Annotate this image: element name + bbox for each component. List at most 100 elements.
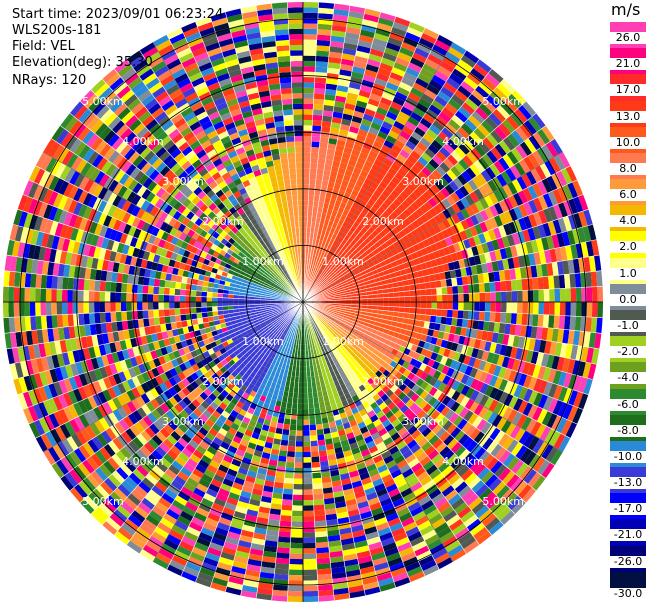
velocity-gate (366, 291, 373, 296)
velocity-gate (317, 292, 323, 296)
velocity-gate (451, 317, 458, 327)
velocity-gate (591, 302, 598, 318)
velocity-gate (327, 181, 335, 189)
velocity-gate (459, 185, 470, 197)
velocity-gate (416, 42, 432, 54)
velocity-gate (521, 278, 528, 291)
velocity-gate (348, 126, 360, 134)
velocity-gate (457, 59, 474, 73)
velocity-gate (319, 190, 327, 198)
velocity-gate (311, 265, 315, 272)
velocity-gate (303, 98, 314, 105)
velocity-gate (316, 274, 321, 280)
velocity-gate (532, 225, 542, 240)
velocity-gate (473, 188, 484, 201)
velocity-gate (455, 221, 465, 233)
velocity-gate (554, 302, 561, 316)
velocity-gate (384, 184, 395, 194)
velocity-gate (137, 318, 145, 328)
velocity-gate (508, 194, 519, 209)
velocity-gate (474, 212, 485, 224)
velocity-gate (309, 419, 316, 426)
velocity-gate (278, 531, 291, 538)
velocity-gate (490, 291, 496, 302)
velocity-gate (287, 440, 296, 447)
velocity-gate (147, 309, 154, 319)
velocity-gate (67, 314, 74, 327)
velocity-gate (303, 505, 314, 511)
velocity-gate (280, 509, 293, 516)
velocity-gate (303, 435, 311, 442)
velocity-gate (330, 35, 345, 43)
velocity-gate (350, 232, 357, 240)
velocity-gate (479, 302, 486, 312)
velocity-gate (511, 290, 518, 302)
velocity-gate (429, 49, 445, 61)
velocity-gate (345, 186, 354, 195)
velocity-gate (303, 371, 307, 378)
velocity-gate (315, 273, 320, 279)
velocity-gate (331, 258, 337, 265)
velocity-gate (328, 51, 343, 59)
velocity-gate (303, 457, 312, 463)
velocity-gate (349, 5, 366, 14)
velocity-gate (330, 193, 338, 201)
velocity-gate (460, 219, 470, 231)
velocity-gate (357, 174, 367, 183)
velocity-gate (291, 510, 303, 517)
velocity-gate (303, 537, 316, 544)
velocity-gate (527, 227, 536, 241)
velocity-gate (303, 574, 318, 581)
velocity-gate (464, 227, 474, 239)
velocity-gate (334, 269, 341, 276)
velocity-gate (142, 310, 149, 319)
velocity-gate (281, 504, 293, 511)
velocity-gate (436, 34, 453, 47)
velocity-gate (329, 281, 336, 286)
velocity-gate (506, 115, 520, 131)
velocity-gate (466, 72, 482, 86)
velocity-gate (321, 264, 327, 271)
velocity-gate (303, 392, 309, 399)
velocity-gate (549, 302, 555, 316)
velocity-gate (308, 200, 314, 207)
velocity-gate (370, 43, 386, 53)
velocity-gate (317, 434, 325, 441)
velocity-gate (361, 182, 370, 191)
velocity-gate (465, 135, 479, 148)
velocity-gate (349, 246, 357, 253)
velocity-gate (332, 275, 338, 280)
velocity-gate (285, 467, 295, 474)
velocity-gate (313, 278, 318, 285)
velocity-gate (324, 274, 330, 280)
velocity-gate (528, 213, 538, 228)
velocity-gate (282, 423, 291, 430)
velocity-gate (342, 282, 349, 287)
velocity-gate (331, 266, 338, 272)
velocity-gate (558, 315, 566, 330)
velocity-gate (347, 181, 356, 190)
velocity-gate (473, 234, 482, 246)
velocity-gate (306, 227, 311, 233)
velocity-gate (303, 55, 316, 62)
velocity-gate (597, 302, 603, 318)
velocity-gate (323, 169, 331, 177)
velocity-gate (346, 243, 354, 251)
velocity-gate (382, 52, 398, 62)
velocity-gate (332, 111, 344, 119)
velocity-gate (425, 260, 433, 269)
velocity-gate (366, 241, 374, 249)
velocity-gate (369, 93, 382, 102)
velocity-gate (439, 60, 455, 73)
velocity-gate (283, 483, 294, 490)
velocity-gate (462, 139, 475, 152)
velocity-gate (366, 155, 376, 164)
velocity-gate (388, 148, 400, 159)
velocity-gate (338, 288, 345, 293)
velocity-gate (545, 141, 559, 158)
velocity-gate (347, 87, 360, 96)
velocity-gate (337, 273, 344, 279)
velocity-gate (536, 147, 549, 163)
velocity-gate (317, 163, 325, 170)
velocity-gate (337, 264, 343, 270)
